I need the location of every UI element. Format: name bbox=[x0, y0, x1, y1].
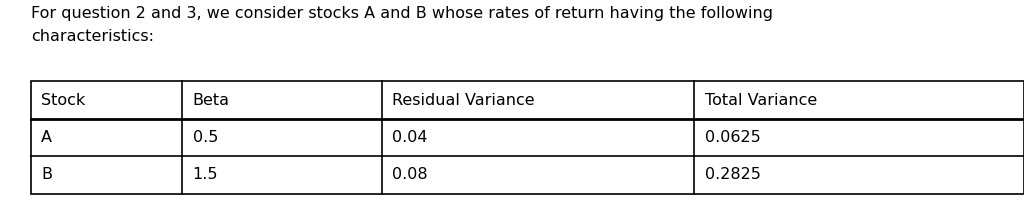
Text: B: B bbox=[41, 167, 52, 183]
Text: 0.08: 0.08 bbox=[392, 167, 428, 183]
Text: 0.5: 0.5 bbox=[193, 130, 218, 145]
Text: Stock: Stock bbox=[41, 92, 85, 108]
Text: For question 2 and 3, we consider stocks A and B whose rates of return having th: For question 2 and 3, we consider stocks… bbox=[31, 6, 773, 44]
Bar bbox=[31, 81, 1024, 194]
Text: Residual Variance: Residual Variance bbox=[392, 92, 535, 108]
Text: Beta: Beta bbox=[193, 92, 229, 108]
Text: 1.5: 1.5 bbox=[193, 167, 218, 183]
Text: 0.2825: 0.2825 bbox=[705, 167, 761, 183]
Text: A: A bbox=[41, 130, 52, 145]
Text: Total Variance: Total Variance bbox=[705, 92, 817, 108]
Text: 0.0625: 0.0625 bbox=[705, 130, 760, 145]
Text: 0.04: 0.04 bbox=[392, 130, 428, 145]
